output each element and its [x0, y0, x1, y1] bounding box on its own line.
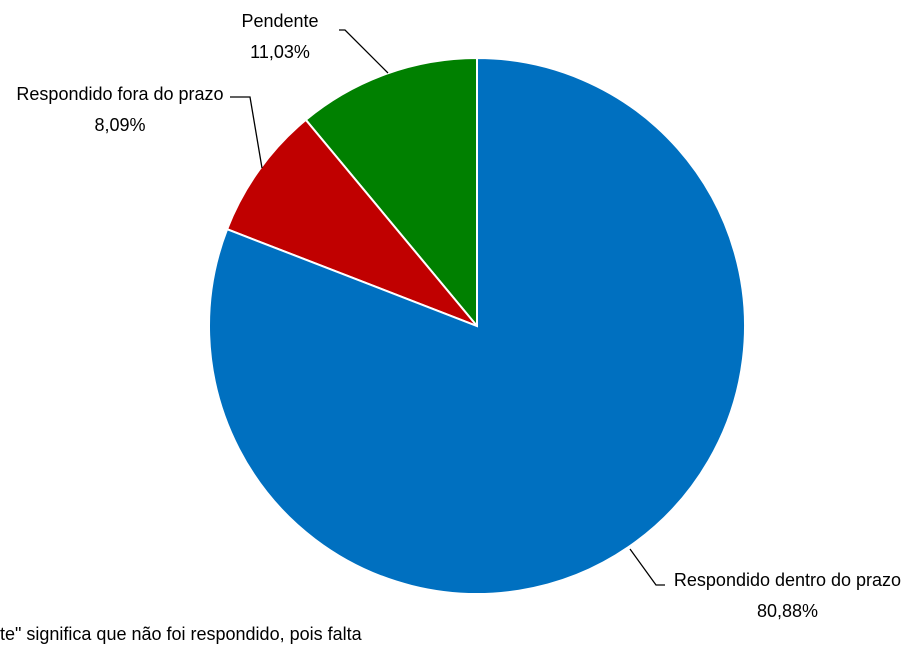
pie-slice — [208, 56, 746, 595]
pie-slice — [304, 56, 478, 329]
label-value: 11,03% — [250, 42, 310, 62]
leader-line — [339, 29, 389, 74]
slice-label: Respondido fora do prazo 8,09% — [5, 79, 235, 141]
label-name: Respondido fora do prazo — [16, 84, 224, 104]
annotation: te" significa que não foi respondido, po… — [0, 624, 362, 644]
slice-label: Respondido dentro do prazo 80,88% — [655, 565, 914, 627]
leader-line — [230, 96, 263, 169]
slice-label: Pendente 11,03% — [210, 6, 350, 68]
label-name: Pendente — [241, 11, 319, 31]
pie-slice — [225, 118, 481, 329]
label-value: 8,09% — [94, 115, 146, 135]
label-value: 80,88% — [756, 601, 819, 621]
leader-line — [629, 548, 665, 586]
label-name: Respondido dentro do prazo — [673, 570, 902, 590]
